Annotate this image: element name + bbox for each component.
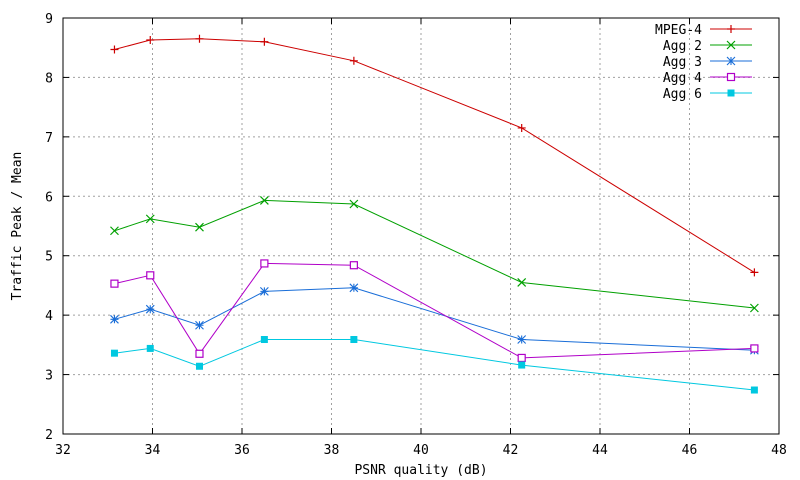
series-line-agg-4 <box>114 262 755 359</box>
data-point-mpeg-4 <box>260 37 269 46</box>
y-axis-label: Traffic Peak / Mean <box>10 152 25 301</box>
y-tick-label: 7 <box>45 131 53 146</box>
series-line-mpeg-4 <box>114 38 755 273</box>
data-point-agg-6 <box>110 349 118 357</box>
data-point-agg-4 <box>195 349 204 358</box>
data-point-agg-6 <box>260 336 268 344</box>
y-tick-label: 5 <box>45 250 53 265</box>
series-layer <box>110 34 759 394</box>
data-point-agg-2 <box>110 226 119 236</box>
data-point-agg-3 <box>349 283 359 293</box>
x-tick-label: 38 <box>324 443 340 458</box>
legend-label: Agg 6 <box>663 87 702 102</box>
data-point-agg-3 <box>517 335 527 344</box>
legend-marker <box>727 25 735 33</box>
legend-entry-agg-2: Agg 2 <box>663 39 752 54</box>
y-tick-label: 4 <box>45 309 53 324</box>
data-point-agg-6 <box>350 336 358 344</box>
x-tick-label: 32 <box>55 443 71 458</box>
data-point-agg-6 <box>750 386 758 394</box>
legend-marker <box>727 89 735 97</box>
series-line-agg-6 <box>114 339 755 391</box>
data-point-agg-3 <box>110 314 119 324</box>
x-tick-label: 44 <box>592 443 608 458</box>
data-point-mpeg-4 <box>110 45 119 54</box>
legend-marker <box>726 40 736 50</box>
data-point-agg-2 <box>145 214 155 224</box>
data-point-agg-3 <box>145 304 155 314</box>
data-point-agg-4 <box>750 344 759 353</box>
x-axis-label: PSNR quality (dB) <box>354 463 487 478</box>
x-tick-label: 48 <box>771 443 787 458</box>
series-agg-2 <box>110 196 759 313</box>
data-point-agg-2 <box>349 199 359 209</box>
data-point-agg-2 <box>259 196 269 205</box>
y-tick-label: 3 <box>45 369 53 384</box>
data-point-agg-4 <box>110 279 119 288</box>
data-point-agg-3 <box>259 286 269 296</box>
series-agg-6 <box>110 336 758 394</box>
x-axis: 32 34 36 38 40 42 44 46 48 <box>55 18 787 458</box>
data-point-mpeg-4 <box>195 34 204 43</box>
data-point-agg-6 <box>518 361 526 369</box>
data-point-mpeg-4 <box>750 268 759 277</box>
x-tick-label: 40 <box>413 443 429 458</box>
legend-marker <box>726 72 736 82</box>
legend-entry-agg-3: Agg 3 <box>663 55 752 70</box>
data-point-mpeg-4 <box>517 123 526 132</box>
grid <box>63 18 779 434</box>
y-tick-label: 8 <box>45 71 53 86</box>
series-agg-3 <box>110 283 759 355</box>
data-point-agg-4 <box>146 271 155 280</box>
data-point-agg-3 <box>195 320 204 330</box>
y-axis: 2 3 4 5 6 7 8 9 <box>45 12 779 443</box>
data-point-agg-2 <box>749 303 759 313</box>
legend-label: Agg 2 <box>663 39 702 54</box>
legend-entry-agg-4: Agg 4 <box>663 71 752 86</box>
data-point-mpeg-4 <box>146 35 155 44</box>
data-point-mpeg-4 <box>349 56 358 65</box>
data-point-agg-6 <box>195 362 203 370</box>
legend-entry-mpeg-4: MPEG-4 <box>655 23 752 38</box>
series-agg-4 <box>110 259 759 363</box>
data-point-agg-2 <box>517 278 527 287</box>
y-tick-label: 9 <box>45 12 53 27</box>
series-mpeg-4 <box>110 34 759 277</box>
x-tick-label: 36 <box>234 443 250 458</box>
legend-label: MPEG-4 <box>655 23 702 38</box>
x-tick-label: 42 <box>503 443 519 458</box>
data-point-agg-2 <box>195 222 204 232</box>
data-point-agg-4 <box>517 353 526 363</box>
legend-marker <box>726 56 736 66</box>
y-tick-label: 6 <box>45 190 53 205</box>
y-tick-label: 2 <box>45 428 53 443</box>
series-line-agg-2 <box>114 199 755 309</box>
legend-label: Agg 4 <box>663 71 702 86</box>
data-point-agg-4 <box>260 259 269 268</box>
x-tick-label: 46 <box>682 443 698 458</box>
legend-entry-agg-6: Agg 6 <box>663 87 752 102</box>
data-point-agg-6 <box>146 344 154 352</box>
data-point-agg-4 <box>349 261 358 270</box>
x-tick-label: 34 <box>145 443 161 458</box>
legend-label: Agg 3 <box>663 55 702 70</box>
